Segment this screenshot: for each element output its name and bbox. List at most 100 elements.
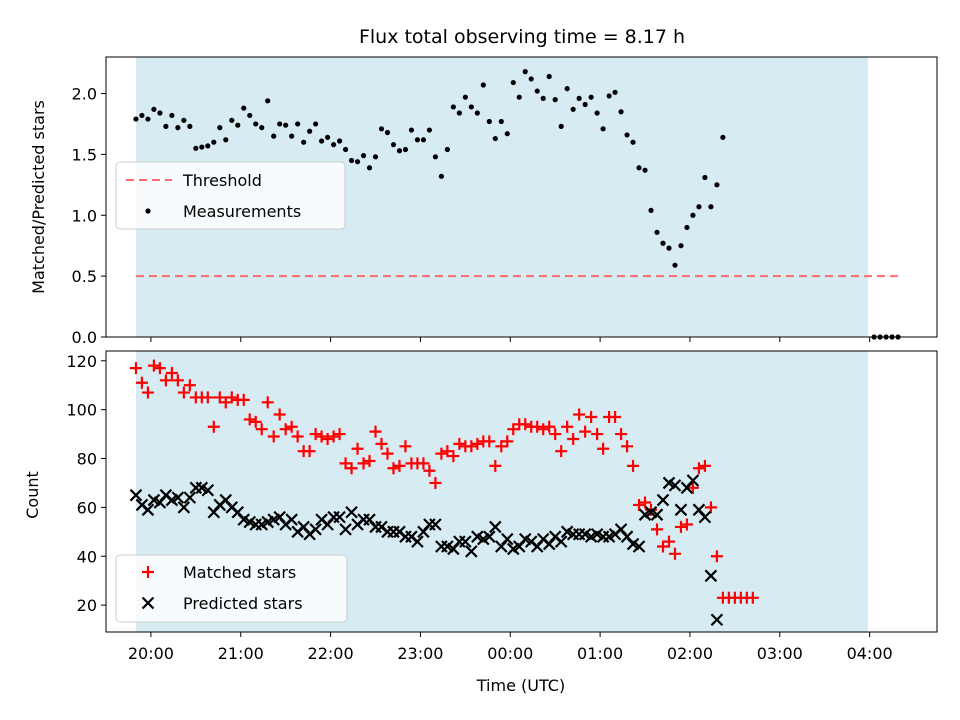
matched-star-point bbox=[261, 396, 274, 409]
matched-star-point bbox=[303, 445, 316, 458]
matched-star-points bbox=[129, 359, 759, 604]
measurement-point bbox=[708, 204, 714, 210]
measurement-point bbox=[241, 105, 247, 111]
matched-star-point bbox=[453, 437, 466, 450]
ratio-legend-box bbox=[115, 161, 346, 230]
matched-star-point bbox=[692, 462, 705, 475]
measurement-point bbox=[540, 95, 546, 101]
measurement-point bbox=[265, 98, 271, 104]
predicted-star-point bbox=[674, 503, 688, 517]
y-tick-label: 1.0 bbox=[72, 206, 97, 225]
y-tick-label: 2.0 bbox=[72, 85, 97, 104]
measurement-point bbox=[384, 129, 391, 136]
measurement-point bbox=[289, 133, 295, 139]
matched-star-point bbox=[585, 410, 598, 423]
matched-star-point bbox=[549, 428, 562, 441]
measurement-point bbox=[366, 165, 373, 171]
y-tick-label: 60 bbox=[77, 498, 97, 517]
ratio-panel-frame bbox=[105, 56, 938, 338]
measurement-point bbox=[307, 128, 313, 134]
measurement-point bbox=[402, 146, 409, 153]
matched-star-point bbox=[746, 591, 759, 604]
matched-star-point bbox=[423, 464, 436, 477]
matched-star-point bbox=[429, 476, 442, 489]
measurement-point bbox=[247, 112, 253, 119]
legend-predicted-label: Predicted stars bbox=[183, 594, 303, 613]
matched-star-point bbox=[363, 454, 376, 467]
measurement-point bbox=[295, 121, 301, 127]
legend-predicted-marker bbox=[141, 596, 155, 610]
matched-star-point bbox=[237, 393, 250, 406]
measurement-point bbox=[624, 132, 630, 138]
matched-star-point bbox=[651, 523, 664, 536]
matched-star-point bbox=[345, 462, 358, 475]
measurement-point bbox=[582, 101, 588, 108]
matched-star-point bbox=[621, 440, 634, 453]
matched-star-point bbox=[668, 547, 681, 560]
predicted-star-points bbox=[129, 474, 724, 627]
legend-matched-label: Matched stars bbox=[183, 563, 296, 582]
measurement-point bbox=[690, 212, 696, 218]
measurement-point bbox=[396, 148, 403, 154]
measurement-point bbox=[378, 126, 385, 132]
predicted-star-point bbox=[554, 535, 568, 548]
ratio-panel: 0.00.51.01.52.0 Matched/Predicted stars … bbox=[29, 56, 938, 347]
measurement-point bbox=[199, 144, 205, 150]
measurement-point bbox=[462, 94, 468, 100]
measurement-point bbox=[474, 110, 480, 116]
matched-star-point bbox=[381, 447, 394, 460]
predicted-star-point bbox=[411, 535, 424, 548]
predicted-star-point bbox=[141, 503, 155, 517]
measurement-point bbox=[181, 117, 187, 123]
predicted-star-point bbox=[459, 535, 472, 548]
matched-star-point bbox=[710, 550, 723, 563]
y-tick-label: 100 bbox=[66, 401, 97, 420]
predicted-star-point bbox=[333, 510, 346, 524]
measurement-point bbox=[456, 110, 462, 116]
y-tick-label: 20 bbox=[77, 596, 97, 615]
matched-star-point bbox=[471, 437, 484, 450]
matched-star-point bbox=[597, 442, 610, 455]
measurement-point bbox=[588, 94, 594, 100]
measurement-point bbox=[235, 122, 241, 128]
matched-star-point bbox=[255, 423, 268, 436]
measurement-point bbox=[253, 121, 259, 127]
matched-star-point bbox=[321, 432, 334, 445]
measurement-point bbox=[342, 146, 349, 153]
measurement-point bbox=[492, 135, 498, 142]
y-tick-label: 0.5 bbox=[72, 267, 97, 286]
measurement-point bbox=[594, 110, 600, 116]
matched-star-point bbox=[375, 437, 388, 450]
predicted-star-point bbox=[650, 508, 664, 521]
measurement-point bbox=[480, 82, 486, 88]
predicted-star-point bbox=[177, 501, 191, 514]
measurement-point bbox=[498, 118, 504, 125]
matched-star-point bbox=[129, 362, 142, 375]
matched-star-point bbox=[309, 428, 322, 441]
measurement-points bbox=[133, 69, 901, 340]
matched-star-point bbox=[315, 430, 328, 443]
matched-star-point bbox=[291, 430, 304, 443]
predicted-star-point bbox=[285, 513, 298, 526]
y-tick-label: 0.0 bbox=[72, 328, 97, 347]
measurement-point bbox=[139, 112, 145, 119]
measurement-point bbox=[348, 157, 355, 164]
measurement-point bbox=[684, 224, 690, 231]
matched-star-point bbox=[435, 447, 448, 460]
measurement-point bbox=[426, 127, 433, 133]
matched-star-point bbox=[141, 386, 154, 399]
predicted-star-point bbox=[339, 523, 352, 536]
measurement-point bbox=[546, 73, 552, 80]
matched-star-point bbox=[333, 428, 346, 441]
measurement-point bbox=[666, 245, 672, 251]
count-panel-frame bbox=[105, 350, 938, 633]
matched-star-point bbox=[698, 459, 711, 472]
measurement-point bbox=[259, 125, 265, 131]
matched-star-point bbox=[207, 420, 220, 433]
matched-star-point bbox=[591, 428, 604, 441]
measurement-point bbox=[336, 138, 343, 144]
ratio-y-axis-label: Matched/Predicted stars bbox=[29, 100, 48, 294]
matched-star-point bbox=[537, 423, 550, 436]
measurement-point bbox=[211, 139, 217, 145]
